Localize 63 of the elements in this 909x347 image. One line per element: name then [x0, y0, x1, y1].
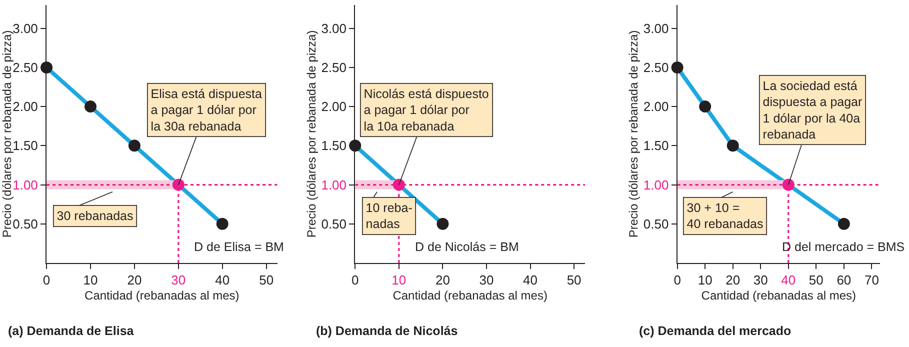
annotation: Nicolás está dispuesto a pagar 1 dólar por la 10a rebanada — [364, 86, 489, 134]
x-tick-label: 10 — [392, 272, 406, 288]
point — [84, 100, 96, 113]
y-tick-label: 1.00 — [643, 177, 669, 192]
point — [838, 218, 850, 230]
x-tick-label: 20 — [435, 272, 450, 288]
y-tick-label: 2.00 — [643, 99, 669, 114]
y-tick-label: 2.50 — [12, 60, 38, 75]
x-axis-title: Cantidad (rebanadas al mes) — [392, 288, 548, 303]
x-tick-label: 20 — [127, 272, 142, 288]
annotation: La sociedad está dispuesta a pagar 1 dólar por la 40a rebanada — [762, 78, 862, 142]
x-tick-label: 0 — [674, 272, 681, 288]
annotation: D de Elisa = BM — [194, 240, 284, 254]
y-tick-label: 1.50 — [643, 138, 669, 154]
y-tick-label: 0.50 — [643, 216, 669, 232]
x-tick-label: 30 — [753, 272, 768, 288]
annotation: Elisa está dispuesta a pagar 1 dólar por la 30a rebanada — [150, 86, 262, 134]
annotation: D del mercado = BMS — [782, 240, 905, 254]
point — [726, 140, 739, 152]
y-tick-label: 1.50 — [321, 138, 347, 154]
x-tick-label: 20 — [726, 272, 740, 288]
point — [699, 100, 712, 113]
x-tick-label: 60 — [836, 272, 852, 288]
y-tick-label: 1.50 — [12, 138, 38, 154]
x-tick-label: 50 — [259, 272, 274, 288]
x-tick-label: 40 — [523, 272, 538, 288]
y-tick-label: 2.00 — [12, 99, 38, 114]
x-tick-label: 70 — [864, 272, 879, 288]
x-tick-label: 0 — [42, 272, 50, 288]
y-tick-label: 1.00 — [12, 177, 38, 192]
x-tick-label: 50 — [566, 272, 582, 288]
annotation: 30 rebanadas — [56, 208, 134, 223]
annotation: D de Nicolás = BM — [415, 240, 519, 254]
point — [436, 218, 449, 230]
x-tick-label: 30 — [171, 272, 186, 288]
text: (a) Demanda de Elisa — [8, 324, 135, 338]
x-tick-label: 10 — [698, 272, 712, 288]
x-axis-title: Cantidad (rebanadas al mes) — [84, 288, 240, 303]
x-tick-label: 40 — [215, 272, 230, 288]
x-tick-label: 10 — [83, 272, 98, 288]
y-tick-label: 3.00 — [321, 20, 347, 36]
y-tick-label: 0.50 — [12, 216, 38, 232]
point — [216, 218, 228, 230]
text: (c) Demanda del mercado — [639, 324, 792, 338]
annotation: 30 + 10 = 40 rebanadas — [686, 200, 764, 232]
y-axis-title: Precio (dólares por rebanada de pizza) — [304, 30, 319, 238]
x-tick-label: 0 — [352, 272, 359, 288]
x-tick-label: 40 — [781, 272, 796, 288]
y-tick-label: 0.50 — [321, 216, 347, 232]
y-tick-label: 2.50 — [643, 60, 669, 75]
text: (b) Demanda de Nicolás — [316, 324, 458, 338]
x-tick-label: 50 — [808, 272, 824, 288]
y-tick-label: 1.00 — [321, 177, 347, 192]
annotation: 10 reba- nadas — [366, 200, 412, 232]
y-axis-title: Precio (dólares por rebanada de pizza) — [626, 30, 641, 238]
x-tick-label: 30 — [479, 272, 494, 288]
y-tick-label: 3.00 — [643, 20, 669, 36]
point — [128, 140, 140, 152]
y-tick-label: 2.00 — [321, 99, 347, 114]
y-axis-title: Precio (dólares por rebanada de pizza) — [0, 30, 14, 238]
y-tick-label: 3.00 — [12, 20, 38, 36]
y-tick-label: 2.50 — [321, 60, 347, 75]
x-axis-title: Cantidad (rebanadas al mes) — [701, 288, 856, 303]
